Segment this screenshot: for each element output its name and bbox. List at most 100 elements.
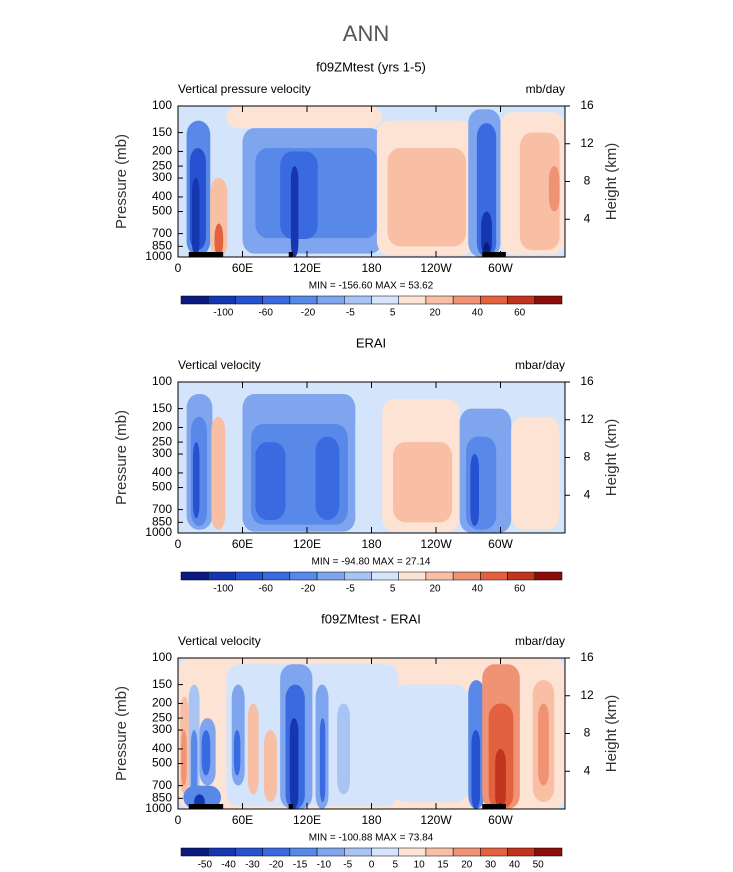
colorbar-label: 20 xyxy=(429,584,441,595)
y2-tick-label: 12 xyxy=(580,412,594,426)
y-tick-label: 850 xyxy=(152,791,172,805)
stats: MIN = -94.80 MAX = 27.14 xyxy=(312,557,431,568)
colorbar-box xyxy=(425,295,454,305)
right-label: mbar/day xyxy=(515,358,565,372)
y-tick-label: 500 xyxy=(152,204,172,218)
left-label: Vertical velocity xyxy=(178,358,261,372)
x-tick-label: 120W xyxy=(420,813,452,827)
colorbar-box xyxy=(180,571,209,581)
y-tick-label: 300 xyxy=(152,722,172,736)
y-tick-label: 400 xyxy=(152,741,172,755)
colorbar-label: 15 xyxy=(437,860,449,871)
colorbar-box xyxy=(316,847,345,857)
topography xyxy=(288,804,294,809)
x-tick-label: 120E xyxy=(293,261,321,275)
x-tick-label: 60W xyxy=(488,537,513,551)
colorbar-label: 40 xyxy=(472,584,484,595)
colorbar-box xyxy=(534,571,563,581)
x-tick-label: 180 xyxy=(361,537,381,551)
colorbar-box xyxy=(316,295,345,305)
y-tick-label: 150 xyxy=(152,401,172,415)
colorbar-label: -30 xyxy=(245,860,260,871)
y-axis-label: Pressure (mb) xyxy=(113,686,130,781)
y-tick-label: 200 xyxy=(152,420,172,434)
contour-region xyxy=(211,416,226,530)
y-tick-label: 700 xyxy=(152,778,172,792)
colorbar-box xyxy=(371,847,399,857)
x-tick-label: 180 xyxy=(361,813,381,827)
x-tick-label: 0 xyxy=(175,261,182,275)
y-tick-label: 850 xyxy=(152,239,172,253)
colorbar-box xyxy=(398,847,427,857)
y-tick-label: 150 xyxy=(152,125,172,139)
colorbar-label: 20 xyxy=(461,860,473,871)
contour-region xyxy=(289,718,299,809)
y-tick-label: 100 xyxy=(152,650,172,664)
topography xyxy=(482,252,506,257)
x-tick-label: 120W xyxy=(420,537,452,551)
y2-tick-label: 16 xyxy=(580,374,594,388)
colorbar-label: 0 xyxy=(369,860,375,871)
contour-region xyxy=(264,730,277,803)
colorbar-label: -40 xyxy=(221,860,236,871)
y-tick-label: 500 xyxy=(152,480,172,494)
contour-region xyxy=(201,730,211,776)
colorbar-label: -20 xyxy=(301,584,316,595)
colorbar-label: 40 xyxy=(472,308,484,319)
x-tick-label: 120E xyxy=(293,537,321,551)
y-tick-label: 300 xyxy=(152,170,172,184)
colorbar-box xyxy=(180,847,209,857)
y-tick-label: 1000 xyxy=(145,249,172,263)
y-tick-label: 700 xyxy=(152,226,172,240)
y2-tick-label: 4 xyxy=(584,763,591,777)
right-label: mb/day xyxy=(526,82,565,96)
contour-region xyxy=(247,703,259,795)
colorbar-box xyxy=(425,847,454,857)
y-tick-label: 300 xyxy=(152,446,172,460)
colorbar-box xyxy=(207,295,236,305)
panel-title: f09ZMtest (yrs 1-5) xyxy=(316,59,426,74)
y2-tick-label: 16 xyxy=(580,650,594,664)
contour-region xyxy=(470,454,479,527)
contour-region xyxy=(393,442,453,523)
colorbar-label: 5 xyxy=(390,308,396,319)
x-tick-label: 0 xyxy=(175,813,182,827)
panel-title: f09ZMtest - ERAI xyxy=(321,611,421,626)
contour-region xyxy=(548,166,560,212)
colorbar-label: -5 xyxy=(346,584,355,595)
colorbar-label: -60 xyxy=(258,308,273,319)
contour-region xyxy=(290,166,299,257)
left-label: Vertical velocity xyxy=(178,634,261,648)
y-tick-label: 500 xyxy=(152,756,172,770)
y-axis-label: Pressure (mb) xyxy=(113,134,130,229)
colorbar-box xyxy=(480,571,508,581)
y-tick-label: 850 xyxy=(152,515,172,529)
colorbar-box xyxy=(235,571,263,581)
y-tick-label: 200 xyxy=(152,144,172,158)
y-tick-label: 100 xyxy=(152,98,172,112)
colorbar-label: -5 xyxy=(346,308,355,319)
colorbar-label: -20 xyxy=(269,860,284,871)
y2-tick-label: 12 xyxy=(580,136,594,150)
colorbar-label: -100 xyxy=(213,308,233,319)
y2-tick-label: 16 xyxy=(580,98,594,112)
colorbar-box xyxy=(371,571,399,581)
contour-region xyxy=(181,730,187,786)
contour-region xyxy=(255,442,286,520)
colorbar-box xyxy=(452,847,481,857)
y-axis-label: Pressure (mb) xyxy=(113,410,130,505)
y2-tick-label: 12 xyxy=(580,688,594,702)
colorbar-box xyxy=(507,847,536,857)
y-tick-label: 700 xyxy=(152,502,172,516)
right-label: mbar/day xyxy=(515,634,565,648)
y-tick-label: 150 xyxy=(152,677,172,691)
x-tick-label: 60E xyxy=(232,537,253,551)
y-tick-label: 100 xyxy=(152,374,172,388)
contour-region xyxy=(387,148,467,247)
colorbar-box xyxy=(207,847,236,857)
contour-region xyxy=(280,151,318,240)
y2-tick-label: 8 xyxy=(584,450,591,464)
colorbar-box xyxy=(425,571,454,581)
colorbar-label: -60 xyxy=(258,584,273,595)
colorbar-box xyxy=(344,295,372,305)
